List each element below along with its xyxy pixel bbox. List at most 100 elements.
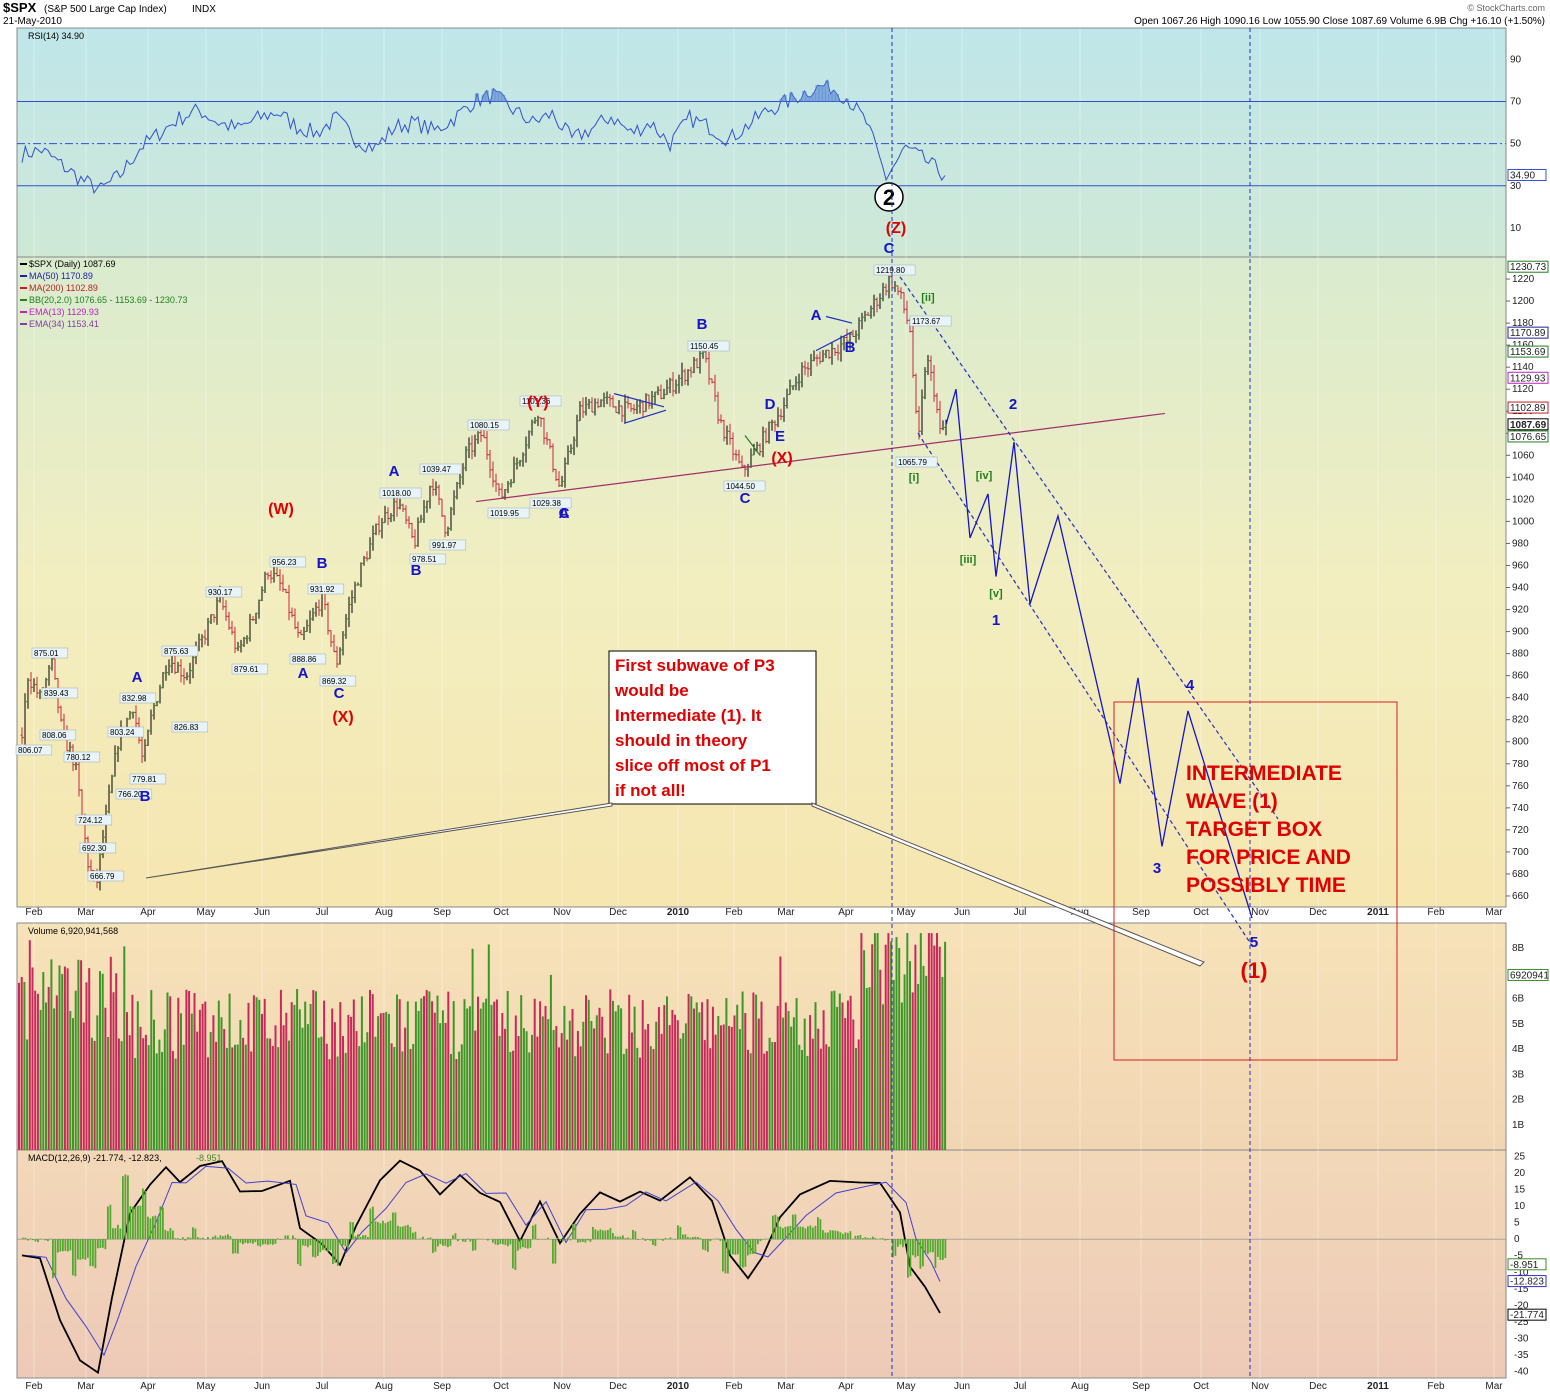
volume-bar bbox=[207, 1057, 209, 1150]
price-label: 1019.95 bbox=[490, 509, 519, 518]
volume-bar bbox=[301, 1027, 304, 1150]
wave-label: [v] bbox=[989, 588, 1003, 600]
volume-bar bbox=[782, 1017, 785, 1150]
volume-bar bbox=[663, 1005, 666, 1150]
volume-bar bbox=[220, 1017, 223, 1150]
price-tick-label: 1200 bbox=[1512, 296, 1535, 307]
volume-bar bbox=[255, 997, 258, 1150]
volume-bar bbox=[263, 998, 266, 1150]
wave-label: C bbox=[740, 490, 751, 507]
volume-bar bbox=[288, 1040, 290, 1150]
volume-bar bbox=[468, 1006, 471, 1150]
macd-histogram-bar bbox=[152, 1216, 154, 1240]
volume-bar bbox=[622, 1053, 625, 1150]
volume-bar bbox=[455, 1059, 458, 1150]
x-tick-label: Oct bbox=[1193, 1381, 1209, 1392]
volume-bar bbox=[269, 1038, 272, 1150]
volume-bar bbox=[99, 971, 101, 1150]
price-tick-label: 980 bbox=[1512, 538, 1529, 549]
price-right-label: 1153.69 bbox=[1510, 347, 1546, 358]
x-tick-label: Feb bbox=[725, 1381, 743, 1392]
x-tick-label: Nov bbox=[1251, 907, 1269, 918]
price-panel bbox=[16, 256, 1507, 908]
volume-bar bbox=[258, 999, 261, 1150]
volume-bar bbox=[755, 994, 758, 1150]
macd-histogram-bar bbox=[632, 1229, 634, 1240]
volume-bar bbox=[374, 1036, 377, 1150]
macd-histogram-bar bbox=[487, 1239, 489, 1241]
volume-bar bbox=[225, 1048, 228, 1150]
macd-histogram-bar bbox=[82, 1239, 84, 1260]
macd-histogram-bar bbox=[44, 1239, 47, 1241]
macd-histogram-bar bbox=[304, 1239, 307, 1246]
target-box-text-line: WAVE (1) bbox=[1186, 790, 1278, 813]
volume-bar bbox=[941, 977, 944, 1150]
wave-label: C bbox=[884, 240, 895, 257]
x-tick-label: Oct bbox=[1193, 907, 1209, 918]
volume-bar bbox=[250, 1051, 253, 1150]
volume-bar bbox=[23, 981, 26, 1150]
x-tick-label: Jun bbox=[254, 1381, 270, 1392]
macd-histogram-bar bbox=[562, 1239, 564, 1242]
macd-histogram-bar bbox=[377, 1222, 379, 1240]
price-label-box bbox=[467, 419, 510, 431]
x-tick-label: May bbox=[897, 907, 916, 918]
macd-histogram-bar bbox=[749, 1239, 752, 1255]
macd-histogram-bar bbox=[587, 1239, 589, 1241]
volume-bar bbox=[809, 1015, 812, 1150]
volume-tick-label: 6B bbox=[1512, 994, 1525, 1005]
macd-histogram-bar bbox=[864, 1237, 867, 1240]
volume-bar bbox=[593, 1028, 596, 1150]
channel-upper bbox=[899, 276, 1279, 820]
volume-bar bbox=[212, 1015, 215, 1150]
macd-histogram-bar bbox=[124, 1174, 127, 1240]
wave-label: 5 bbox=[1250, 934, 1258, 951]
macd-histogram-bar bbox=[822, 1230, 824, 1240]
price-label-box bbox=[171, 721, 209, 733]
wave-label: B bbox=[697, 316, 708, 333]
volume-bar bbox=[744, 1013, 747, 1150]
volume-bar bbox=[725, 997, 728, 1150]
volume-bar bbox=[649, 1046, 652, 1150]
macd-histogram-bar bbox=[519, 1239, 522, 1249]
price-label: 1029.38 bbox=[532, 499, 561, 508]
macd-last-box bbox=[1507, 1275, 1547, 1288]
macd-histogram-bar bbox=[99, 1239, 102, 1248]
macd-histogram-bar bbox=[177, 1238, 179, 1240]
macd-signal-line bbox=[27, 1165, 941, 1357]
macd-histogram-bar bbox=[144, 1190, 147, 1240]
volume-bar bbox=[876, 933, 879, 1150]
wave-label: A bbox=[389, 463, 400, 480]
macd-histogram-bar bbox=[49, 1238, 52, 1240]
macd-histogram-bar bbox=[227, 1234, 229, 1240]
macd-histogram-bar bbox=[764, 1238, 767, 1240]
volume-bar bbox=[174, 1058, 177, 1150]
macd-histogram-bar bbox=[159, 1206, 162, 1240]
volume-bar bbox=[471, 948, 474, 1150]
macd-histogram-bar bbox=[469, 1239, 472, 1242]
volume-bar bbox=[217, 1000, 220, 1150]
macd-histogram-bar bbox=[477, 1238, 479, 1240]
volume-bar bbox=[938, 946, 941, 1150]
volume-bar bbox=[28, 940, 31, 1150]
macd-histogram-bar bbox=[414, 1231, 417, 1240]
macd-histogram-bar bbox=[634, 1231, 637, 1240]
macd-histogram-bar bbox=[444, 1239, 447, 1246]
macd-histogram-bar bbox=[184, 1239, 187, 1241]
volume-bar bbox=[765, 1051, 768, 1150]
volume-bar bbox=[657, 1007, 660, 1150]
price-label: 1101.36 bbox=[522, 397, 551, 406]
volume-bar bbox=[536, 1036, 539, 1150]
volume-bar bbox=[312, 990, 315, 1150]
volume-bar bbox=[911, 992, 914, 1150]
macd-histogram-bar bbox=[797, 1226, 799, 1240]
volume-plot bbox=[18, 933, 947, 1150]
price-label-box bbox=[289, 653, 327, 665]
macd-histogram-bar bbox=[572, 1223, 574, 1240]
macd-histogram-bar bbox=[677, 1225, 679, 1240]
volume-bar bbox=[857, 1039, 860, 1150]
macd-histogram-bar bbox=[804, 1228, 807, 1240]
macd-histogram-bar bbox=[437, 1239, 439, 1247]
macd-histogram-bar bbox=[524, 1239, 527, 1248]
macd-histogram-bar bbox=[54, 1239, 57, 1276]
